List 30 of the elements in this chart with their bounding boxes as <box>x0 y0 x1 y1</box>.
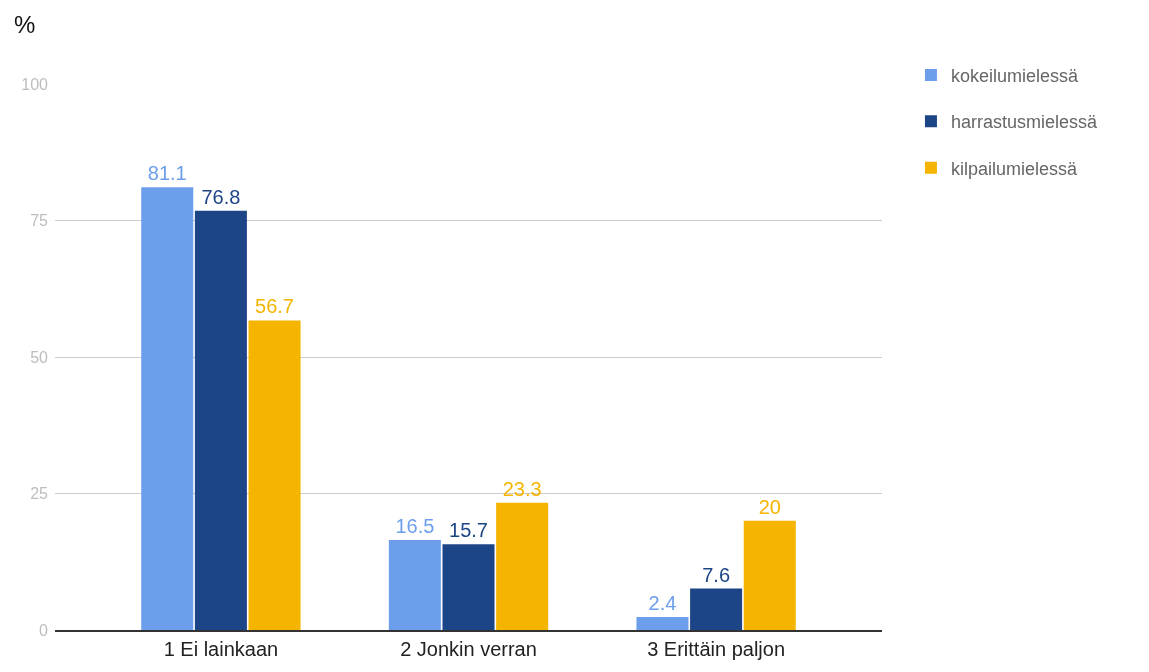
data-label: 15.7 <box>449 519 488 542</box>
data-label: 56.7 <box>255 295 295 318</box>
x-tick-label: 2 Jonkin verran <box>400 638 537 660</box>
legend-label: harrastusmielessä <box>950 112 1098 133</box>
legend-label: kilpailumielessä <box>950 158 1078 179</box>
y-tick-label: 25 <box>30 485 49 503</box>
data-label: 23.3 <box>502 477 542 500</box>
y-tick-label: 75 <box>30 212 49 230</box>
bar <box>496 502 549 630</box>
data-label: 81.1 <box>147 162 187 185</box>
bar <box>442 544 495 630</box>
bar <box>194 210 247 630</box>
data-label: 2.4 <box>648 591 677 614</box>
bar <box>388 539 441 630</box>
bar <box>141 187 194 630</box>
y-tick-label: 100 <box>21 75 49 93</box>
data-label: 76.8 <box>201 185 241 208</box>
bar <box>636 616 689 630</box>
bar <box>690 588 743 630</box>
y-tick-label: 0 <box>39 621 49 639</box>
data-label: 16.5 <box>395 514 435 537</box>
legend-label: kokeilumielessä <box>950 65 1079 86</box>
y-tick-label: 50 <box>30 348 49 366</box>
x-tick-label: 1 Ei lainkaan <box>163 638 279 660</box>
data-label: 7.6 <box>702 563 731 586</box>
bar <box>248 320 301 630</box>
y-axis-title: % <box>14 11 36 38</box>
data-label: 20 <box>758 495 781 518</box>
x-tick-label: 3 Erittäin paljon <box>647 638 786 660</box>
bar <box>743 520 796 630</box>
